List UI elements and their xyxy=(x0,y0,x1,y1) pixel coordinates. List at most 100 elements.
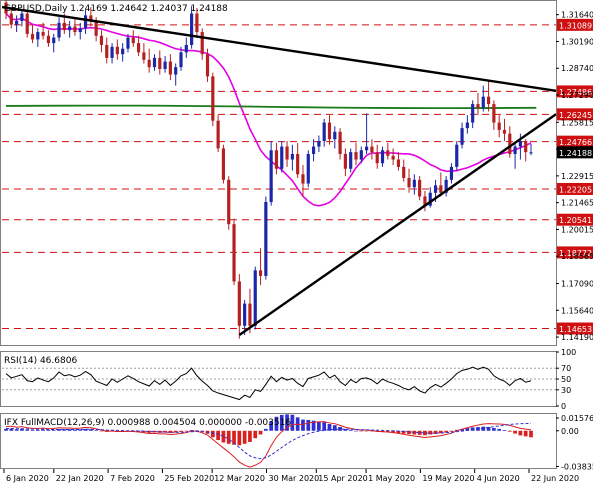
candle-body-12 xyxy=(68,26,72,31)
macd-bar-95 xyxy=(507,430,512,432)
candle-body-91 xyxy=(486,96,491,105)
macd-bar-49 xyxy=(263,428,268,431)
price-tick-label-9: 1.18565 xyxy=(561,252,593,261)
macd-bar-87 xyxy=(465,428,470,431)
macd-bar-91 xyxy=(486,427,491,431)
macd-bar-64 xyxy=(343,428,348,431)
candle-body-11 xyxy=(62,22,66,31)
macd-bar-54 xyxy=(290,414,295,431)
price-tick-label-11: 1.15640 xyxy=(561,306,593,315)
candle-body-61 xyxy=(327,122,332,140)
candle-body-19 xyxy=(105,44,109,58)
macd-bar-3 xyxy=(20,428,24,431)
macd-bar-77 xyxy=(412,430,417,435)
candle-body-10 xyxy=(57,22,61,38)
macd-bar-10 xyxy=(57,429,61,431)
macd-bar-99 xyxy=(529,430,533,438)
candle-body-71 xyxy=(380,150,385,164)
macd-bar-86 xyxy=(460,428,464,431)
macd-bar-74 xyxy=(396,430,401,433)
candle-body-30 xyxy=(163,61,167,69)
candle-body-94 xyxy=(502,129,507,134)
candle-body-36 xyxy=(195,13,199,33)
macd-bar-76 xyxy=(407,430,411,435)
candle-body-13 xyxy=(73,26,77,33)
macd-bar-63 xyxy=(338,427,342,431)
candle-body-93 xyxy=(497,122,501,130)
price-tick-label-3: 1.27290 xyxy=(561,91,593,100)
price-tick-label-0: 1.31640 xyxy=(561,11,593,20)
price-panel xyxy=(0,0,557,346)
macd-bar-80 xyxy=(428,430,433,435)
candle-body-33 xyxy=(179,52,183,68)
macd-bar-43 xyxy=(232,430,236,445)
macd-bar-7 xyxy=(41,429,45,431)
candle-body-55 xyxy=(296,153,300,175)
trendline-resistance xyxy=(1,5,557,92)
level-label-6: 1.18772 xyxy=(559,249,592,258)
rsi-title: RSI(14) 46.6806 xyxy=(4,356,77,366)
candle-body-35 xyxy=(190,13,194,45)
macd-line xyxy=(5,421,532,468)
macd-bar-53 xyxy=(285,414,289,431)
candle-body-47 xyxy=(253,270,257,326)
level-label-0: 1.31089 xyxy=(559,21,592,30)
current-price-box xyxy=(557,146,593,159)
macd-bar-57 xyxy=(306,419,311,431)
candle-body-22 xyxy=(121,48,125,55)
rsi-tick-label-0: 100 xyxy=(561,348,576,357)
macd-bar-46 xyxy=(248,430,252,442)
macd-bar-18 xyxy=(99,430,104,432)
candle-body-95 xyxy=(508,133,512,154)
macd-bar-75 xyxy=(401,430,406,434)
macd-bar-73 xyxy=(391,430,395,433)
candle-body-1 xyxy=(9,13,13,25)
price-tick-label-10: 1.17090 xyxy=(561,279,593,288)
x-tick-label-1: 22 Jan 2020 xyxy=(56,474,104,483)
macd-bar-52 xyxy=(279,414,284,431)
macd-bar-33 xyxy=(179,430,183,432)
level-tag-2 xyxy=(557,108,593,121)
candle-body-86 xyxy=(460,128,464,145)
candle-body-20 xyxy=(110,46,114,58)
macd-bar-1 xyxy=(9,428,14,431)
candle-body-25 xyxy=(136,43,141,53)
macd-bar-6 xyxy=(35,429,40,431)
candle-body-15 xyxy=(83,15,88,29)
macd-bar-9 xyxy=(51,429,56,431)
macd-bar-84 xyxy=(449,430,454,432)
price-tick-label-12: 1.14190 xyxy=(561,333,593,342)
macd-bar-32 xyxy=(173,430,178,433)
candle-body-63 xyxy=(338,131,342,154)
candle-body-83 xyxy=(444,179,448,193)
candle-body-98 xyxy=(524,141,528,153)
macd-bar-83 xyxy=(444,430,449,433)
macd-bar-72 xyxy=(385,430,390,433)
price-tick-label-1: 1.30190 xyxy=(561,37,593,46)
candle-body-2 xyxy=(15,20,19,25)
candle-body-40 xyxy=(216,120,220,149)
candle-body-56 xyxy=(301,174,305,184)
candle-body-21 xyxy=(115,46,119,55)
macd-bar-50 xyxy=(269,421,274,431)
candle-body-31 xyxy=(168,61,172,75)
candle-body-50 xyxy=(269,150,273,203)
candle-body-7 xyxy=(41,32,45,36)
price-tick-label-7: 1.21465 xyxy=(561,199,593,208)
candle-body-34 xyxy=(184,44,188,53)
candle-body-96 xyxy=(513,146,517,154)
level-label-1: 1.27486 xyxy=(559,88,592,97)
candle-body-45 xyxy=(243,303,247,326)
candle-body-89 xyxy=(476,104,480,108)
candle-body-92 xyxy=(492,104,496,123)
macd-bar-29 xyxy=(157,430,162,433)
candle-body-79 xyxy=(423,196,427,206)
macd-bar-94 xyxy=(502,430,507,431)
candle-body-6 xyxy=(36,32,40,40)
macd-bar-82 xyxy=(438,430,443,434)
x-tick-label-8: 19 May 2020 xyxy=(422,474,474,483)
candle-body-18 xyxy=(99,35,104,45)
macd-bar-68 xyxy=(364,430,369,432)
candle-body-97 xyxy=(518,141,522,147)
macd-bar-58 xyxy=(311,420,316,431)
